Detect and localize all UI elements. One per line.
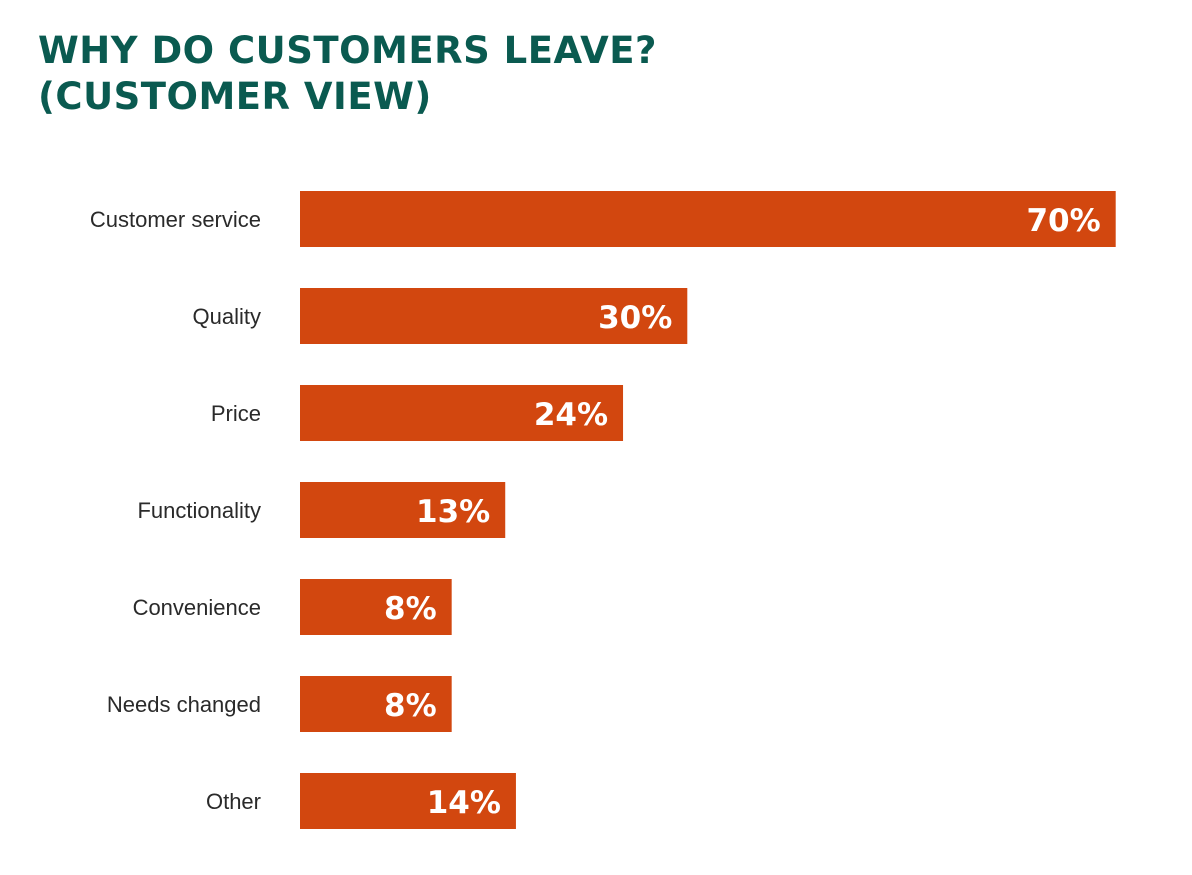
value-label: 70%: [1026, 203, 1100, 239]
category-label: Price: [211, 401, 261, 426]
category-label: Functionality: [137, 498, 261, 523]
value-label: 13%: [416, 494, 490, 530]
value-label: 30%: [598, 300, 672, 336]
category-label: Quality: [193, 304, 261, 329]
chart-title-line-1: WHY DO CUSTOMERS LEAVE?: [38, 29, 658, 72]
value-label: 8%: [384, 591, 437, 627]
bar: [300, 773, 516, 829]
bar: [300, 482, 506, 538]
bar: [300, 191, 1116, 247]
category-label: Other: [206, 789, 261, 814]
value-label: 14%: [427, 785, 501, 821]
bar: [300, 385, 624, 441]
chart-title: WHY DO CUSTOMERS LEAVE? (CUSTOMER VIEW): [38, 28, 657, 120]
bar: [300, 579, 452, 635]
chart-title-line-2: (CUSTOMER VIEW): [38, 75, 432, 118]
value-label: 24%: [534, 397, 608, 433]
bar: [300, 288, 688, 344]
category-label: Customer service: [90, 207, 261, 232]
category-label: Needs changed: [107, 692, 261, 717]
category-label: Convenience: [133, 595, 261, 620]
value-label: 8%: [384, 688, 437, 724]
bar: [300, 676, 452, 732]
